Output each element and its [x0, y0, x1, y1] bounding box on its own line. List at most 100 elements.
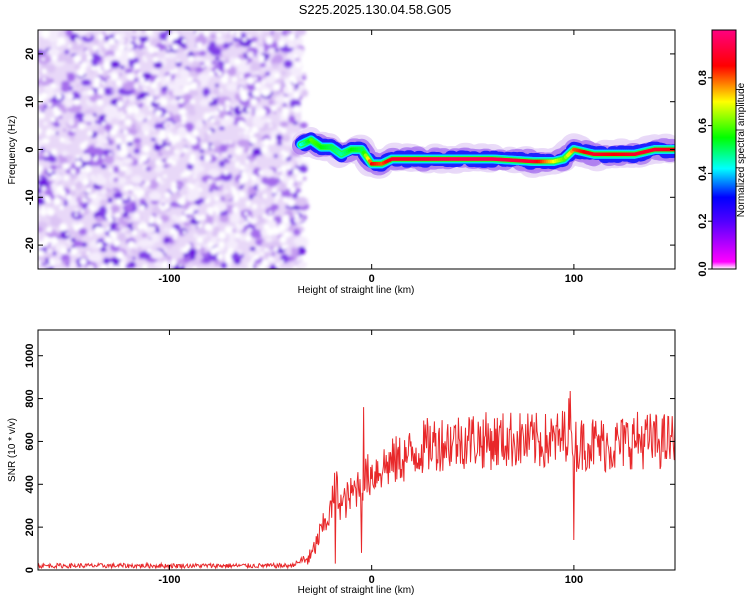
y-tick-label: 600 [24, 432, 36, 450]
noise-speckle [184, 122, 195, 132]
noise-gap [224, 225, 233, 234]
noise-gap [235, 223, 240, 228]
noise-gap [166, 34, 175, 42]
noise-speckle [81, 90, 90, 96]
noise-speckle [265, 177, 279, 187]
noise-speckle [104, 89, 112, 96]
noise-speckle [166, 46, 171, 51]
noise-speckle [73, 207, 80, 213]
noise-speckle [141, 233, 148, 238]
noise-gap [298, 171, 302, 176]
noise-speckle [45, 264, 51, 268]
noise-speckle [48, 155, 57, 163]
noise-gap [166, 157, 173, 165]
noise-gap [244, 211, 248, 216]
noise-gap [145, 180, 151, 186]
noise-gap [283, 97, 289, 102]
noise-speckle [100, 164, 107, 169]
noise-gap [91, 65, 97, 71]
noise-speckle [186, 163, 194, 171]
noise-speckle [100, 188, 108, 195]
noise-gap [50, 117, 56, 123]
noise-speckle [262, 74, 267, 79]
noise-gap [100, 264, 108, 269]
noise-gap [267, 119, 271, 123]
noise-speckle [204, 135, 210, 139]
noise-speckle [134, 47, 141, 54]
noise-gap [125, 134, 134, 143]
noise-gap [251, 126, 259, 134]
noise-gap [50, 236, 59, 245]
noise-speckle [150, 137, 157, 142]
noise-gap [41, 68, 47, 74]
noise-speckle [219, 215, 229, 223]
noise-speckle [78, 192, 87, 198]
noise-speckle [237, 139, 250, 148]
snr-y-axis-label: SNR (10 * v/v) [7, 418, 18, 482]
noise-speckle [218, 126, 225, 131]
noise-speckle [166, 123, 171, 128]
noise-speckle [272, 31, 278, 36]
y-tick-label: 0 [24, 567, 36, 573]
noise-gap [78, 162, 83, 166]
noise-gap [267, 215, 274, 221]
noise-speckle [81, 79, 92, 87]
noise-speckle [169, 99, 179, 105]
noise-gap [143, 88, 147, 92]
noise-speckle [260, 45, 265, 51]
noise-speckle [113, 165, 120, 174]
noise-speckle [113, 191, 124, 200]
noise-speckle [60, 84, 70, 93]
noise-gap [126, 105, 134, 114]
noise-gap [38, 127, 42, 135]
noise-gap [114, 50, 122, 58]
noise-speckle [125, 229, 131, 234]
noise-gap [232, 196, 239, 203]
noise-gap [71, 170, 76, 175]
noise-speckle [74, 117, 80, 122]
noise-gap [261, 259, 269, 267]
noise-gap [38, 250, 45, 257]
noise-speckle [213, 120, 221, 127]
colorbar-gradient [711, 29, 737, 270]
noise-gap [148, 218, 155, 225]
noise-speckle [91, 60, 98, 67]
noise-gap [216, 253, 224, 260]
noise-speckle [153, 61, 163, 69]
noise-gap [85, 187, 92, 194]
noise-gap [275, 196, 280, 201]
noise-speckle [182, 178, 188, 184]
noise-gap [235, 232, 241, 239]
noise-gap [171, 43, 179, 51]
noise-speckle [288, 162, 293, 166]
noise-speckle [250, 229, 263, 239]
noise-speckle [271, 240, 282, 248]
noise-gap [204, 61, 210, 67]
noise-speckle [193, 232, 199, 239]
noise-gap [174, 134, 181, 141]
noise-speckle [210, 33, 217, 39]
noise-gap [161, 260, 169, 269]
noise-gap [218, 106, 224, 112]
noise-speckle [262, 168, 275, 177]
noise-gap [144, 41, 151, 48]
noise-gap [205, 198, 211, 204]
noise-speckle [254, 71, 260, 76]
noise-gap [245, 235, 252, 242]
x-tick-label: 100 [565, 273, 583, 285]
noise-gap [257, 110, 262, 116]
noise-speckle [279, 182, 288, 192]
noise-speckle [81, 153, 92, 162]
noise-speckle [177, 182, 182, 188]
noise-speckle [63, 128, 67, 132]
noise-gap [133, 189, 139, 195]
noise-speckle [291, 247, 300, 255]
noise-gap [121, 115, 126, 120]
noise-gap [245, 126, 250, 131]
noise-speckle [44, 258, 50, 263]
noise-gap [87, 130, 94, 137]
noise-gap [260, 146, 269, 154]
noise-speckle [47, 91, 55, 99]
noise-speckle [202, 138, 210, 144]
